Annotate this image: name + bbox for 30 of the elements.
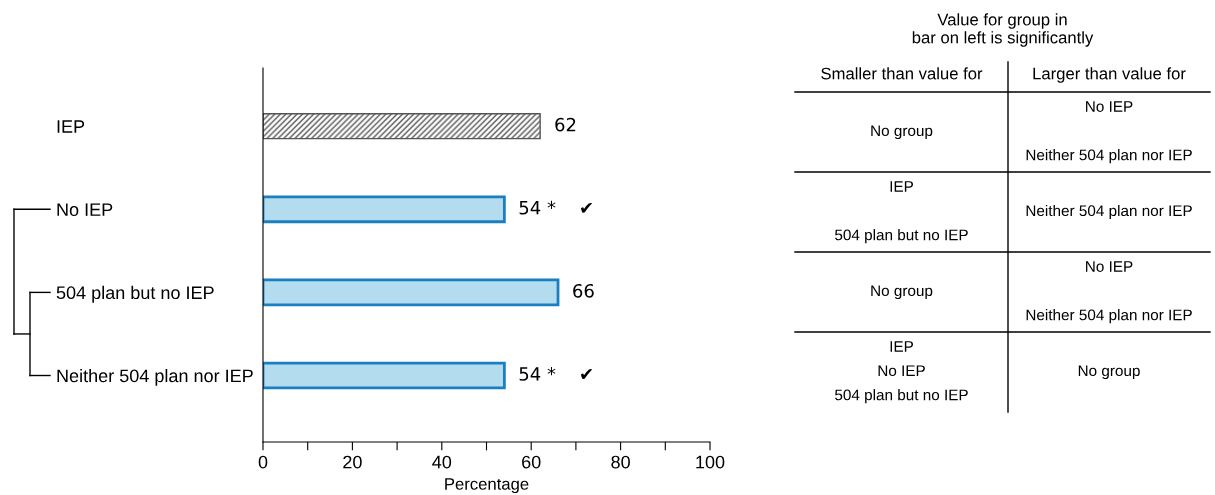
bar [263, 195, 506, 224]
bar [263, 278, 560, 307]
y-tick-label: Neither 504 plan nor IEP [57, 368, 253, 386]
data-label: 54 * ✔ [519, 367, 592, 381]
y-tick-label: No IEP [57, 203, 113, 217]
text: Smaller than value for [821, 67, 983, 80]
y-tick-label: IEP [57, 120, 85, 133]
bar [263, 113, 541, 140]
text: Value for group in bar on left is significantly [912, 13, 1094, 47]
text: No group [871, 285, 933, 300]
text: IEP No IEP 504 plan but no IEP [835, 341, 968, 404]
text: IEP 504 plan but no IEP [835, 181, 968, 244]
x-tick-label: 40 [432, 455, 452, 469]
x-tick-label: 60 [522, 455, 541, 469]
text: No IEP Neither 504 plan nor IEP [1026, 261, 1192, 324]
data-label: 62 [555, 117, 576, 132]
data-label: 66 [573, 283, 594, 298]
text: No group [871, 125, 933, 140]
x-tick-label: 80 [611, 455, 630, 469]
x-tick-label: 100 [696, 455, 725, 469]
text: Neither 504 plan nor IEP [1026, 204, 1192, 220]
data-label: 54 * ✔ [519, 200, 592, 215]
x-tick-label: 20 [343, 455, 362, 469]
text: Larger than value for [1033, 67, 1186, 83]
text: No group [1078, 365, 1140, 380]
bar [263, 361, 506, 390]
x-tick-label: 0 [258, 455, 268, 469]
text: No IEP Neither 504 plan nor IEP [1026, 101, 1192, 164]
y-tick-label: 504 plan but no IEP [56, 285, 214, 303]
x-axis-title: Percentage [445, 478, 529, 494]
